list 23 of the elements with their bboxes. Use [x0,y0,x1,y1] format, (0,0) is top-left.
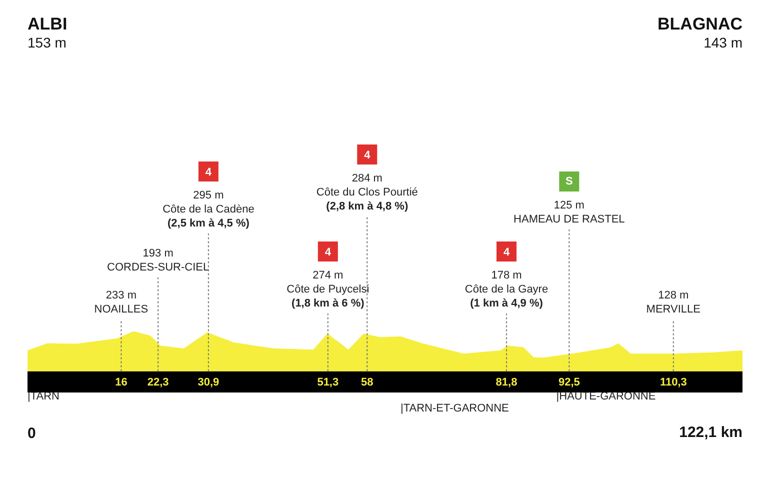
text: 193 m CORDES-SUR-CIEL [107,248,210,274]
x-tick-label: 16 [115,376,128,388]
x-tick-label: 30,9 [198,376,220,388]
text: 4 178 m Côte de la Gayre (1 km à 4,9 %) [464,246,548,310]
text: 233 m NOAILLES [94,290,148,316]
x-tick-label: 92,5 [558,376,580,388]
annotation: |TARN-ET-GARONNE [400,402,509,414]
x-tick-label: 110,3 [660,376,687,388]
x-tick-label: 51,3 [317,376,339,388]
text: 0 [28,425,36,442]
annotation: |HAUTE-GARONNE [556,390,656,402]
x-tick-label: 22,3 [147,376,169,388]
annotation: |TARN [28,390,60,402]
text: 122,1 km [679,424,743,441]
text: S 125 m HAMEAU DE RASTEL [514,176,625,226]
text: 4 274 m Côte de Puycelsi (1,8 km à 6 %) [286,246,370,310]
x-tick-label: 81,8 [496,376,518,388]
text: 4 295 m Côte de la Cadène (2,5 km à 4,5 %) [162,166,254,230]
text: ALBI 153 m [28,14,68,50]
text: BLAGNAC 143 m [658,14,743,50]
text: 4 284 m Côte du Clos Pourtié (2,8 km à 4,8 %) [316,150,418,212]
x-tick-label: 58 [361,376,374,388]
text: 128 m MERVILLE [646,290,701,316]
